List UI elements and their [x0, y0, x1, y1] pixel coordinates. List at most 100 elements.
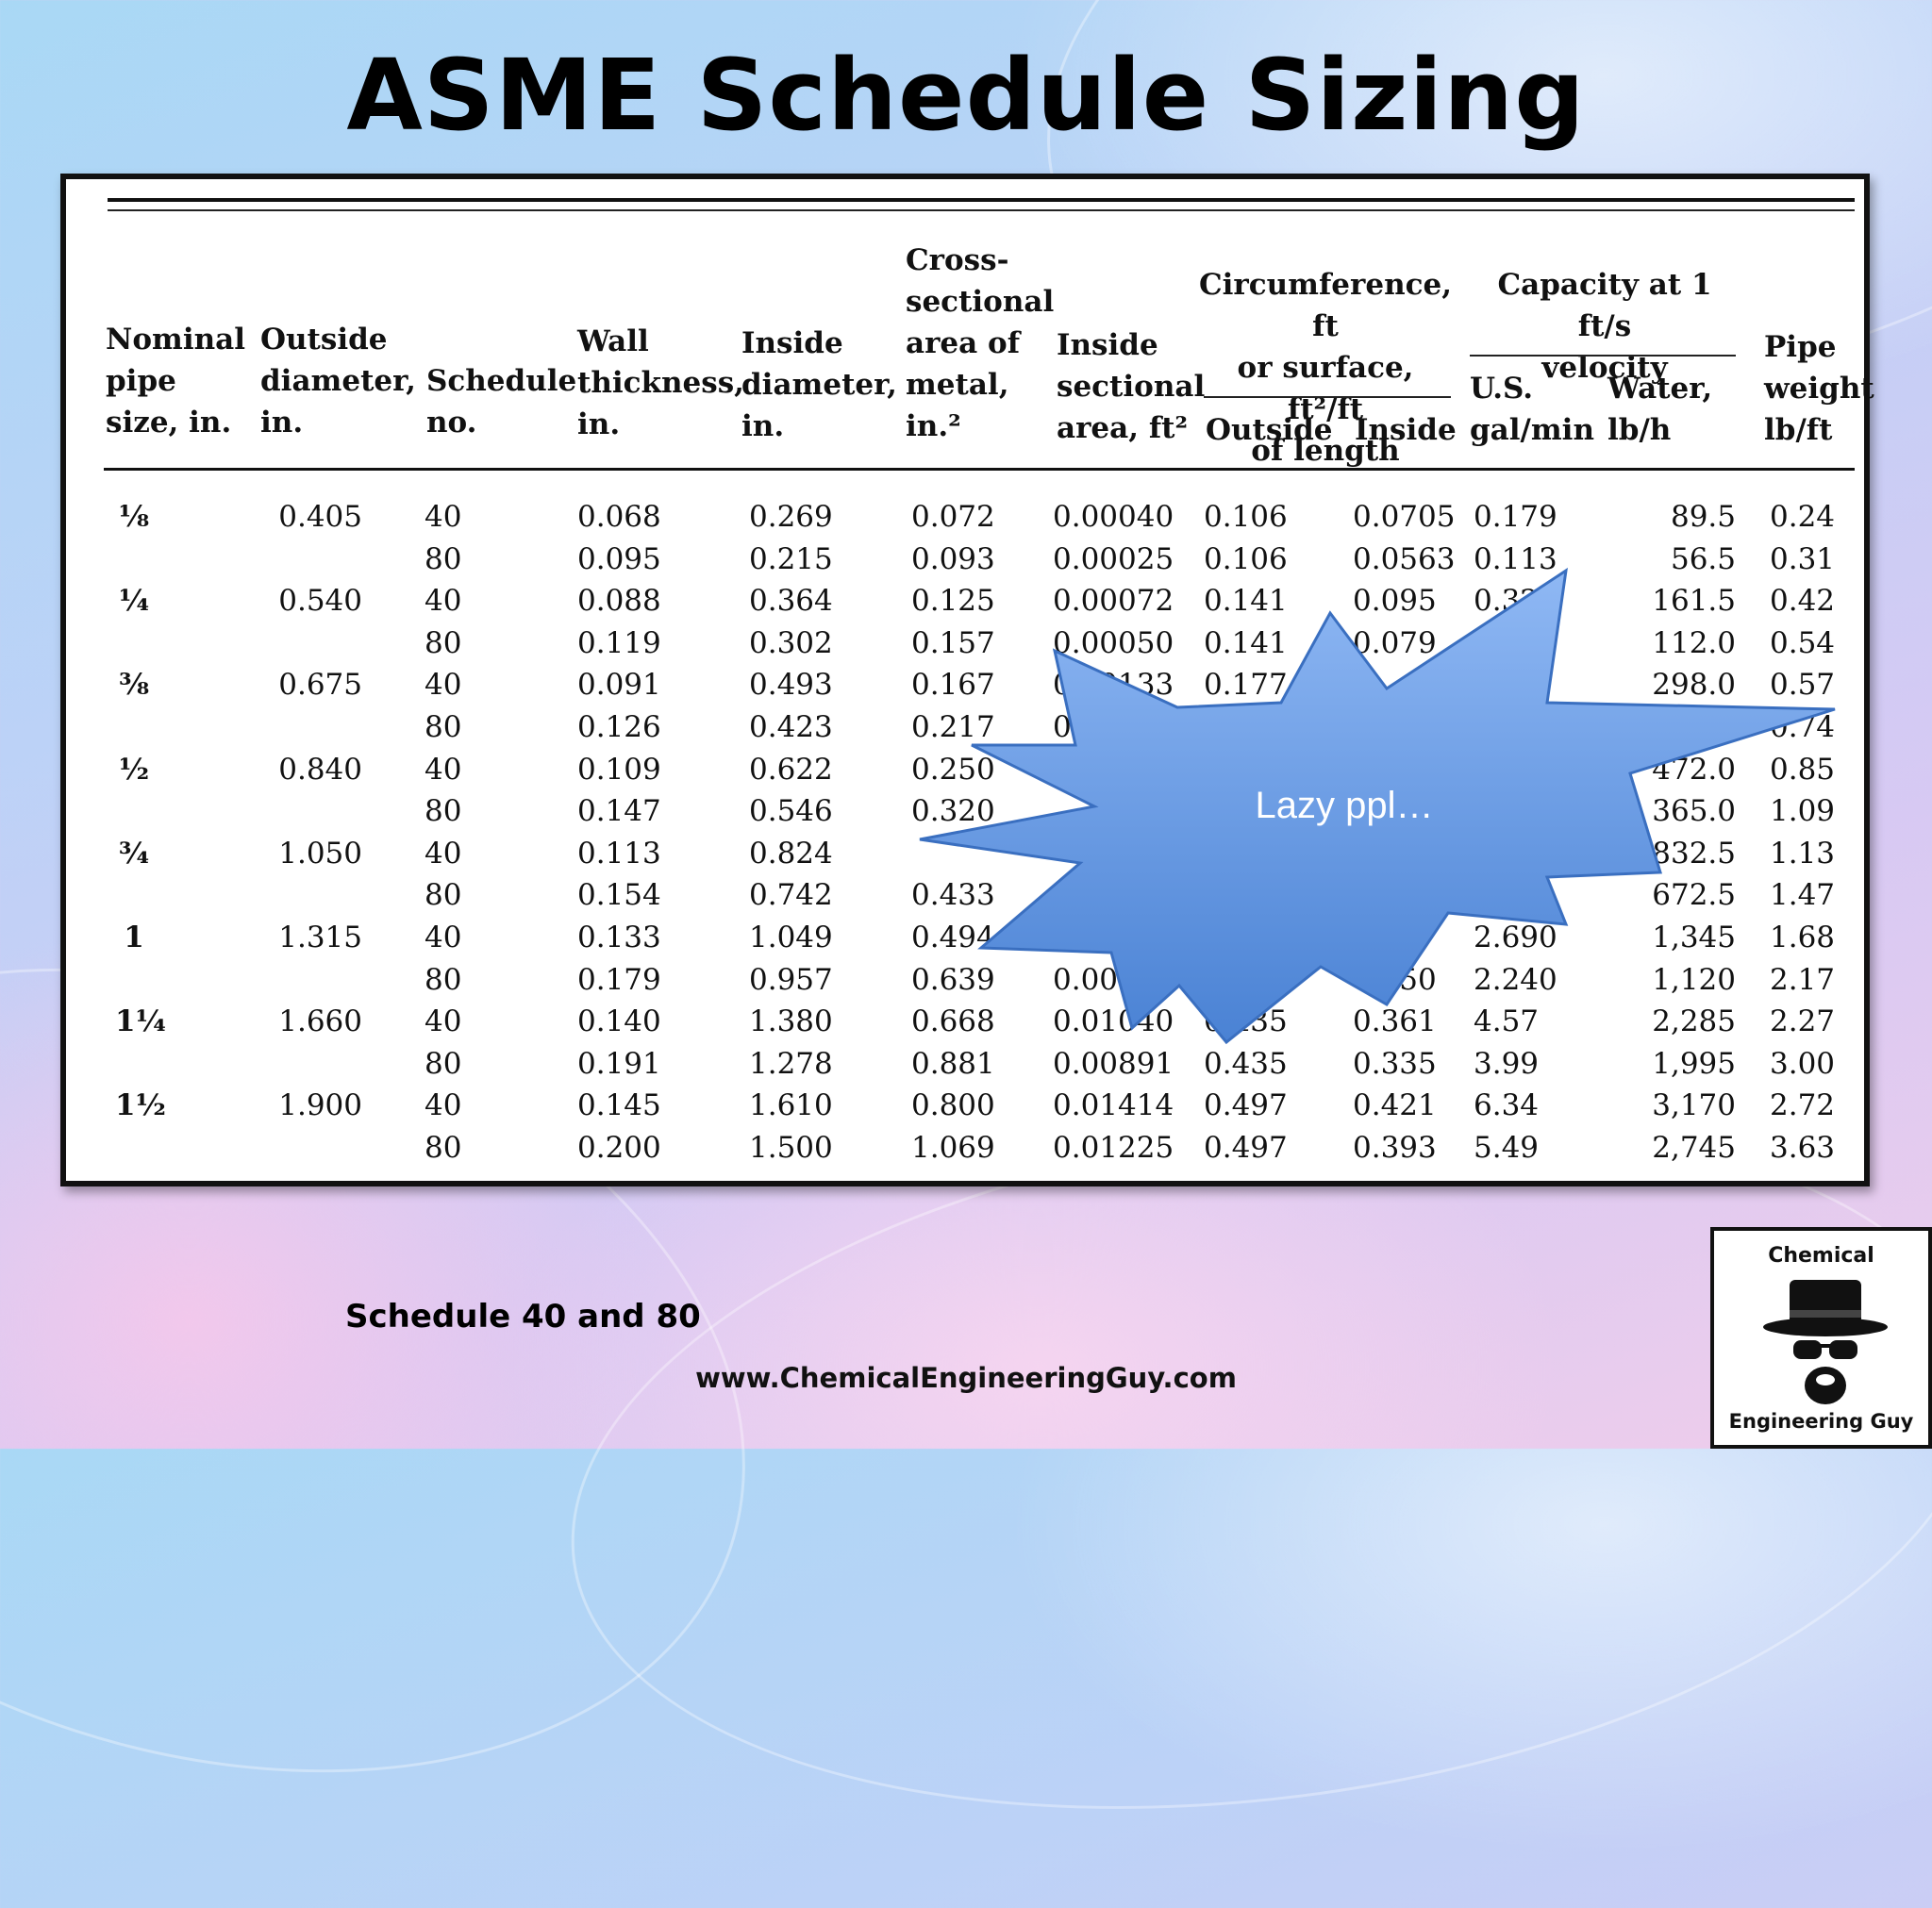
table-cell-water: 2,745 [1652, 1131, 1736, 1165]
table-cell-wt: 0.31 [1770, 541, 1836, 576]
table-cell-circ-in: 0.361 [1353, 1004, 1437, 1039]
header-line: Nominal [106, 323, 245, 357]
header-line: Schedule [426, 364, 577, 398]
table-cell-wall: 0.133 [577, 921, 661, 954]
header-line: diameter, [260, 364, 416, 398]
table-cell-id: 0.546 [749, 794, 833, 829]
table-cell-wall: 0.068 [577, 500, 661, 534]
table-cell-metal: 0.250 [911, 752, 995, 787]
header-line: in. [741, 409, 785, 443]
table-cell-wall: 0.109 [577, 752, 661, 787]
table-cell-circ-in: 0.0705 [1353, 500, 1456, 534]
table-cell-sched: 40 [425, 921, 462, 954]
table-cell-wall: 0.088 [577, 584, 661, 619]
header-cross-section: Cross- sectional area of metal, in.² [906, 240, 1054, 447]
table-cell-circ-in: 0.335 [1353, 1046, 1437, 1081]
table-cell-sched: 80 [425, 541, 462, 576]
table-cell-water: 1,345 [1652, 921, 1736, 954]
table-cell-water: 1,995 [1652, 1046, 1736, 1081]
table-cell-circ-out: 0.497 [1204, 1131, 1288, 1165]
table-cell-circ-in: 0.0563 [1353, 541, 1456, 576]
table-cell-metal: 0.167 [911, 668, 995, 703]
table-cell-od: 0.540 [278, 584, 362, 619]
table-cell-circ-in: 0.095 [1353, 584, 1437, 619]
table-cell-circ-out: 0.141 [1204, 584, 1288, 619]
table-cell-sched: 80 [425, 625, 462, 660]
table-cell-metal: 0.881 [911, 1046, 995, 1081]
logo-bottom-text: Engineering Guy [1728, 1410, 1914, 1433]
table-cell-gpm: 0.179 [1474, 500, 1557, 534]
table-cell-nominal: ⅛ [118, 500, 150, 534]
table-cell-od: 1.315 [278, 921, 362, 954]
pipe-schedule-table: Nominal pipe size, in. Outside diameter,… [60, 174, 1874, 1186]
table-cell-area: 0.00891 [1053, 1046, 1174, 1081]
table-cell-id: 1.610 [749, 1088, 833, 1123]
table-cell-sched: 40 [425, 752, 462, 787]
header-nominal: Nominal pipe size, in. [106, 319, 245, 443]
header-line: lb/h [1607, 413, 1672, 447]
table-cell-metal: 1.069 [911, 1131, 995, 1165]
header-line: or surface, ft²/ft [1237, 351, 1414, 426]
table-cell-metal: 0.072 [911, 500, 995, 534]
header-line: weight [1764, 372, 1874, 406]
header-line: gal/min [1470, 413, 1594, 447]
table-cell-nominal: ¼ [118, 584, 150, 619]
table-cell-wt: 0.24 [1770, 500, 1836, 534]
header-schedule: Schedule no. [426, 360, 576, 443]
table-cell-water: 672.5 [1652, 878, 1736, 913]
table-cell-id: 0.364 [749, 584, 833, 619]
table-cell-sched: 80 [425, 1046, 462, 1081]
heisenberg-hat-icon [1763, 1280, 1888, 1404]
table-cell-wt: 0.57 [1770, 668, 1836, 703]
header-line: area, ft² [1057, 411, 1189, 445]
table-cell-water: 832.5 [1652, 836, 1736, 871]
table-cell-sched: 80 [425, 962, 462, 997]
table-cell-sched: 40 [425, 584, 462, 619]
table-cell-wall: 0.126 [577, 710, 661, 744]
table-cell-id: 0.622 [749, 752, 833, 787]
table-cell-water: 365.0 [1652, 794, 1736, 829]
table-top-rule [108, 198, 1855, 202]
table-cell-circ-out: 0.435 [1204, 1046, 1288, 1081]
table-cell-area: 0.01225 [1053, 1131, 1174, 1165]
logo-top-text: Chemical [1768, 1244, 1874, 1268]
table-cell-circ-out: 0.106 [1204, 541, 1288, 576]
table-cell-wall: 0.145 [577, 1088, 661, 1123]
header-capacity-group: Capacity at 1 ft/s velocity [1468, 264, 1741, 389]
table-cell-wall: 0.140 [577, 1004, 661, 1039]
header-line: Inside [741, 326, 843, 360]
header-pipe-weight: Pipe weight lb/ft [1764, 326, 1874, 451]
table-cell-id: 0.957 [749, 962, 833, 997]
slide-title: ASME Schedule Sizing [346, 38, 1586, 153]
circumference-subrule [1204, 396, 1451, 398]
table-cell-circ-in: 0.393 [1353, 1131, 1437, 1165]
table-cell-circ-in: 0.421 [1353, 1088, 1437, 1123]
table-cell-wall: 0.179 [577, 962, 661, 997]
table-cell-wall: 0.095 [577, 541, 661, 576]
schedule-note: Schedule 40 and 80 [345, 1298, 701, 1336]
table-cell-sched: 40 [425, 500, 462, 534]
table-cell-wt: 1.13 [1770, 836, 1836, 871]
table-cell-gpm: 5.49 [1474, 1131, 1540, 1165]
table-cell-wt: 3.00 [1770, 1046, 1836, 1081]
table-cell-metal: 0.125 [911, 584, 995, 619]
starburst-callout [919, 567, 1836, 1045]
table-cell-gpm: 4.57 [1474, 1004, 1540, 1039]
table-cell-wt: 2.27 [1770, 1004, 1836, 1039]
starburst-shape [919, 567, 1836, 1045]
callout-text: Lazy ppl… [1255, 785, 1434, 826]
header-line: of length [1251, 434, 1400, 468]
table-cell-wall: 0.200 [577, 1131, 661, 1165]
table-cell-od: 0.405 [278, 500, 362, 534]
table-cell-area: 0.00050 [1053, 625, 1174, 660]
table-cell-metal: 0.320 [911, 794, 995, 829]
header-line: in.² [906, 409, 961, 443]
table-cell-area: 0.00072 [1053, 584, 1174, 619]
header-line: size, in. [106, 406, 232, 440]
header-line: in. [260, 406, 304, 440]
table-cell-metal: 0.093 [911, 541, 995, 576]
table-cell-area: 0.01414 [1053, 1088, 1174, 1123]
header-circ-inside: Inside [1355, 413, 1457, 447]
table-cell-gpm: 6.34 [1474, 1088, 1540, 1123]
header-line: metal, [906, 368, 1009, 402]
